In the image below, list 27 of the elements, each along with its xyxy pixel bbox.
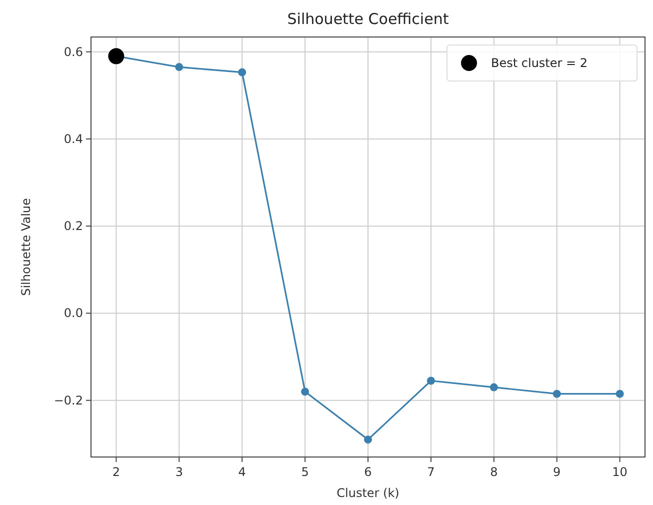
y-tick-label: −0.2 [54, 393, 83, 408]
point [490, 383, 498, 392]
point [364, 436, 372, 444]
point [175, 63, 184, 72]
legend-label: Best cluster = 2 [491, 56, 588, 70]
y-tick-label: 0.6 [64, 44, 83, 59]
x-tick-label: 8 [490, 465, 498, 479]
point [108, 48, 124, 64]
x-tick-label: 4 [238, 465, 246, 479]
x-tick-label: 5 [301, 465, 309, 479]
x-tick-label: 3 [175, 465, 183, 479]
x-tick-label: 10 [612, 465, 628, 479]
y-tick-label: 0.2 [64, 219, 83, 234]
point [238, 68, 246, 76]
y-tick-label: 0.0 [64, 306, 83, 320]
x-tick-label: 9 [553, 465, 561, 479]
chart-title: Silhouette Coefficient [287, 10, 449, 28]
x-tick-label: 7 [427, 465, 435, 479]
y-axis-title: Silhouette Value [19, 198, 33, 296]
point [616, 390, 624, 398]
point [301, 388, 310, 396]
point [552, 390, 561, 398]
x-tick-label: 6 [364, 465, 372, 479]
y-tick-label: 0.4 [64, 132, 83, 146]
point [426, 376, 435, 385]
x-tick-label: 2 [112, 465, 120, 479]
x-axis-title: Cluster (k) [336, 486, 400, 500]
